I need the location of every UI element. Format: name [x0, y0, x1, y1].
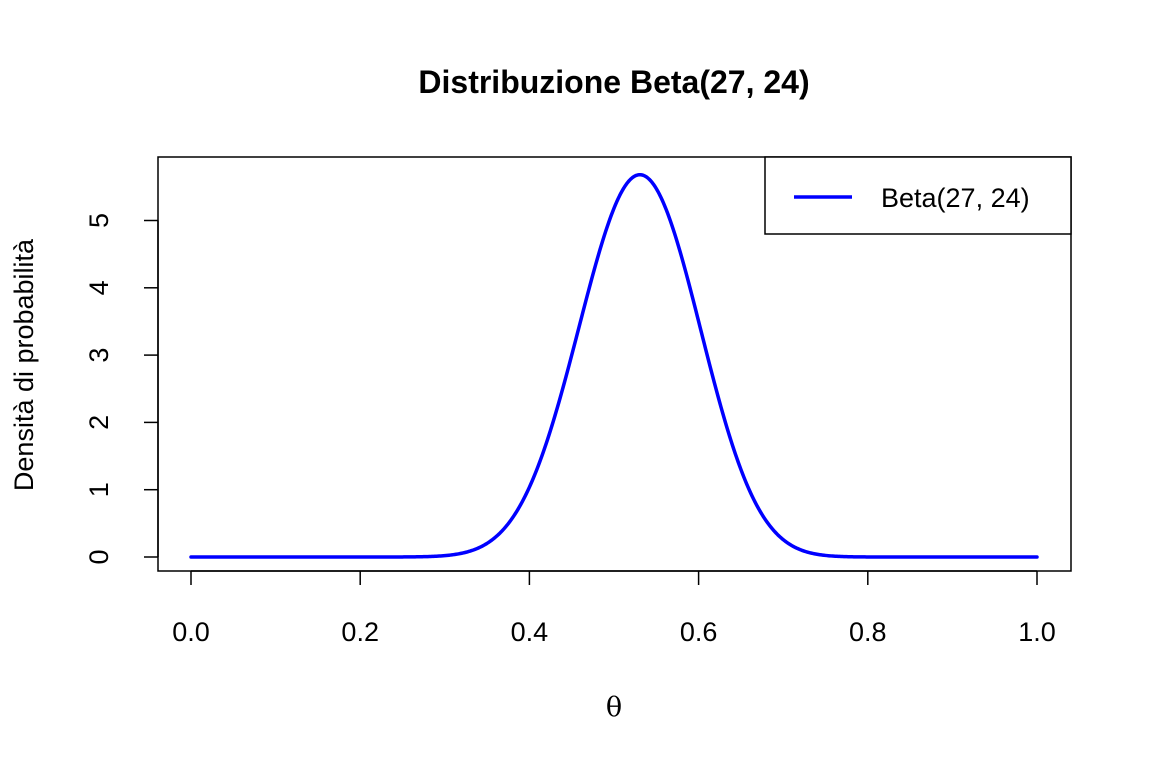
x-tick-label: 0.8: [849, 617, 887, 647]
y-tick-label: 5: [84, 213, 114, 228]
x-tick-label: 1.0: [1018, 617, 1056, 647]
x-tick-label: 0.2: [341, 617, 379, 647]
series-line-0: [189, 172, 1039, 559]
x-axis-label: θ: [606, 692, 622, 723]
y-tick-label: 1: [84, 482, 114, 497]
series-layer: [189, 172, 1039, 559]
x-tick-label: 0.6: [680, 617, 718, 647]
y-tick-label: 3: [84, 348, 114, 363]
x-tick-label: 0.0: [172, 617, 210, 647]
y-axis-label: Densità di probabilità: [9, 238, 39, 491]
legend-label: Beta(27, 24): [881, 183, 1030, 213]
y-tick-label: 2: [84, 415, 114, 430]
y-tick-label: 4: [84, 280, 114, 295]
chart-title: Distribuzione Beta(27, 24): [418, 64, 809, 100]
x-axis: 0.0 0.2 0.4 0.6 0.8 1.0: [172, 570, 1056, 647]
legend: Beta(27, 24): [764, 156, 1072, 235]
y-axis: 0 1 2 3 4 5: [84, 213, 159, 565]
x-tick-label: 0.4: [511, 617, 549, 647]
y-tick-label: 0: [84, 549, 114, 564]
